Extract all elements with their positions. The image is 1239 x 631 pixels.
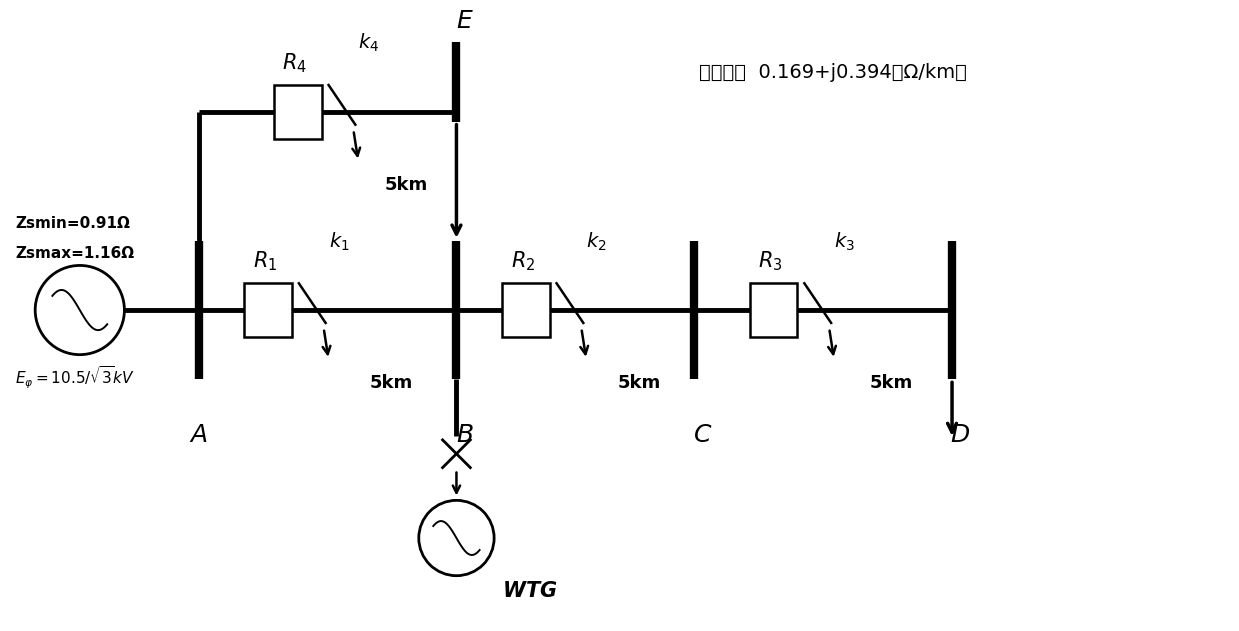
Bar [274, 85, 322, 139]
Text: 5km: 5km [870, 374, 913, 392]
Bar [750, 283, 798, 338]
Circle shape [35, 266, 124, 355]
Text: $\boldsymbol{R_2}$: $\boldsymbol{R_2}$ [510, 249, 535, 273]
Text: $E_{\varphi}=10.5/\sqrt{3}kV$: $E_{\varphi}=10.5/\sqrt{3}kV$ [15, 365, 135, 391]
Text: $\it{B}$: $\it{B}$ [456, 424, 473, 447]
Bar [244, 283, 292, 338]
Text: $\boldsymbol{R_1}$: $\boldsymbol{R_1}$ [253, 249, 278, 273]
Circle shape [419, 500, 494, 575]
Text: Zsmax=1.16Ω: Zsmax=1.16Ω [15, 245, 135, 261]
Text: $\boldsymbol{k_3}$: $\boldsymbol{k_3}$ [834, 230, 855, 252]
Text: 5km: 5km [617, 374, 660, 392]
Text: $\boldsymbol{R_3}$: $\boldsymbol{R_3}$ [758, 249, 783, 273]
Text: $\boldsymbol{k_1}$: $\boldsymbol{k_1}$ [328, 230, 349, 252]
Text: 5km: 5km [384, 176, 427, 194]
Text: 线路参数  0.169+j0.394（Ω/km）: 线路参数 0.169+j0.394（Ω/km） [699, 62, 968, 81]
Text: $\boldsymbol{R_4}$: $\boldsymbol{R_4}$ [282, 51, 307, 74]
Text: Zsmin=0.91Ω: Zsmin=0.91Ω [15, 216, 130, 231]
Text: $\boldsymbol{k_2}$: $\boldsymbol{k_2}$ [586, 230, 607, 252]
Bar [502, 283, 550, 338]
Text: $\it{E}$: $\it{E}$ [456, 9, 473, 33]
Text: 5km: 5km [369, 374, 413, 392]
Text: $\boldsymbol{k_4}$: $\boldsymbol{k_4}$ [358, 32, 379, 54]
Text: $\it{A}$: $\it{A}$ [190, 424, 208, 447]
Text: $\it{C}$: $\it{C}$ [693, 424, 712, 447]
Text: $\boldsymbol{WTG}$: $\boldsymbol{WTG}$ [502, 581, 558, 601]
Text: $\it{D}$: $\it{D}$ [950, 424, 970, 447]
